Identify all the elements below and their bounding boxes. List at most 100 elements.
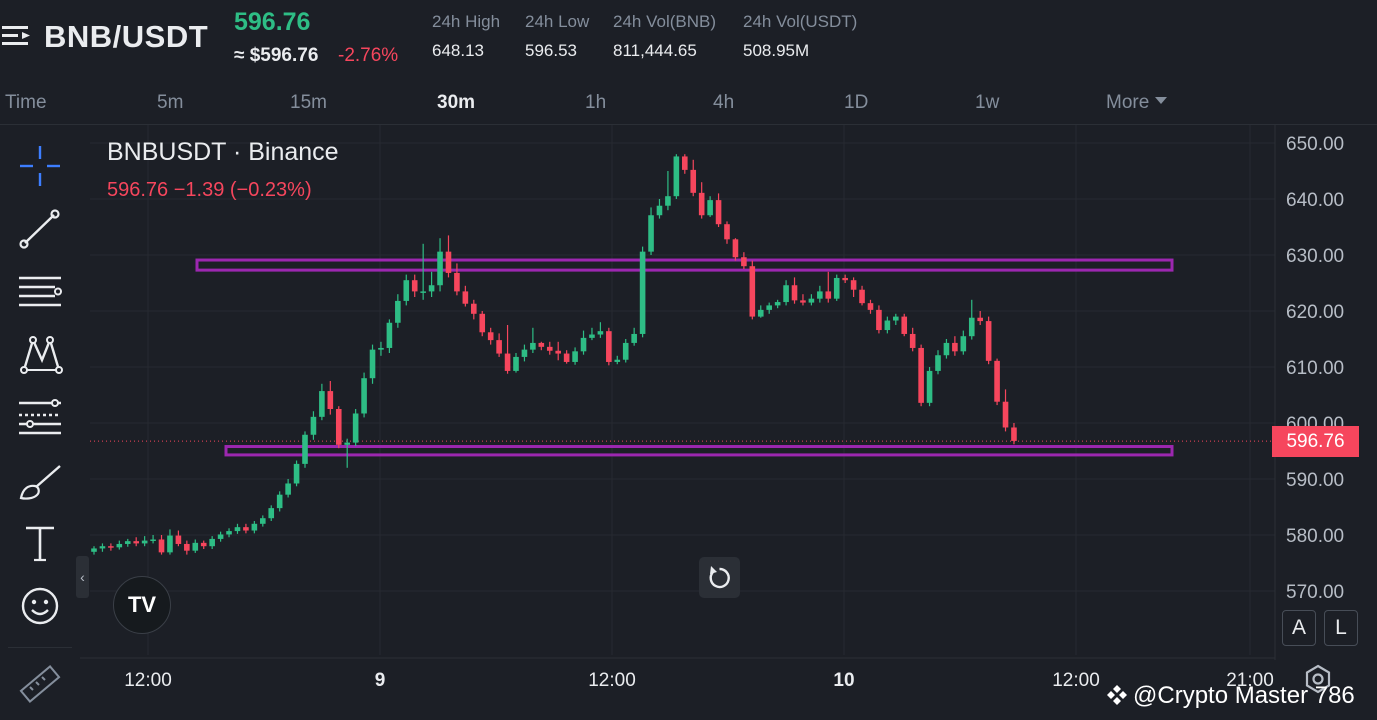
- candle-body: [935, 355, 941, 371]
- log-scale-button[interactable]: L: [1324, 610, 1358, 646]
- market-header: BNB/USDT 596.76 ≈ $596.76 -2.76% 24h Hig…: [0, 0, 1377, 84]
- time-axis-label: 12:00: [588, 670, 636, 691]
- candle-body: [724, 224, 730, 240]
- text-icon[interactable]: [15, 518, 65, 568]
- time-axis-label: 21:00: [1226, 670, 1274, 691]
- candle-body: [285, 483, 291, 495]
- emoji-icon[interactable]: [15, 581, 65, 631]
- interval-time[interactable]: Time: [5, 92, 47, 113]
- prediction-icon[interactable]: [15, 393, 65, 443]
- horizontal-lines-icon[interactable]: [15, 267, 65, 317]
- candle-body: [673, 156, 680, 197]
- candle-body: [715, 200, 722, 225]
- price-axis-label: 640.00: [1286, 190, 1344, 211]
- reset-chart-button[interactable]: [699, 557, 740, 598]
- candle-body: [496, 340, 502, 354]
- stat-label: 24h Vol(USDT): [743, 12, 858, 31]
- price-axis-label: 620.00: [1286, 302, 1344, 323]
- interval-4h[interactable]: 4h: [713, 92, 735, 113]
- candle-body: [994, 360, 1000, 402]
- menu-icon[interactable]: [0, 20, 34, 54]
- support-resistance-zone: [224, 445, 1174, 457]
- interval-30m[interactable]: 30m: [437, 92, 476, 113]
- chart-price-legend: 596.76 −1.39 (−0.23%): [107, 179, 312, 201]
- candle-body: [504, 353, 511, 371]
- stat-24h-vol-bnb: 24h Vol(BNB) 811,444.65: [613, 12, 716, 61]
- candle-body: [1002, 401, 1009, 428]
- auto-scale-button[interactable]: A: [1282, 610, 1316, 646]
- stat-24h-high: 24h High 648.13: [432, 12, 500, 61]
- candle-body: [268, 508, 275, 519]
- candle-body: [589, 334, 595, 338]
- candle-body: [251, 523, 258, 531]
- candle-body: [825, 291, 832, 299]
- interval-more[interactable]: More: [1106, 92, 1168, 114]
- candle-body: [437, 251, 443, 286]
- candle-body: [757, 309, 764, 317]
- interval-more-label: More: [1106, 92, 1150, 113]
- stat-label: 24h Vol(BNB): [613, 12, 716, 31]
- interval-5m[interactable]: 5m: [157, 92, 184, 113]
- candle-body: [344, 442, 350, 445]
- ruler-icon[interactable]: [15, 660, 65, 710]
- chevron-left-icon: ‹: [80, 569, 85, 585]
- current-price-tag: 596.76: [1272, 426, 1359, 457]
- candle-body: [395, 300, 401, 323]
- time-axis-label: 12:00: [124, 670, 172, 691]
- time-axis-label: 10: [833, 670, 854, 691]
- refresh-icon: [709, 566, 730, 589]
- candle-body: [200, 542, 207, 547]
- pair-title[interactable]: BNB/USDT: [44, 19, 209, 54]
- tradingview-logo[interactable]: TV: [113, 576, 171, 634]
- candle-body: [352, 413, 359, 443]
- candle-body: [386, 322, 393, 348]
- candle-body: [209, 538, 215, 547]
- candle-body: [428, 285, 435, 292]
- candle-body: [859, 289, 865, 304]
- candle-body: [184, 543, 190, 551]
- candle-body: [260, 518, 266, 524]
- candle-body: [766, 305, 772, 310]
- interval-1h[interactable]: 1h: [585, 92, 607, 113]
- toolbar-collapse-handle[interactable]: ‹: [76, 556, 89, 598]
- support-resistance-zone: [195, 258, 1174, 272]
- candle-body: [968, 317, 975, 337]
- candle-body: [454, 272, 460, 292]
- pattern-icon[interactable]: [15, 330, 65, 380]
- stat-label: 24h High: [432, 12, 501, 31]
- candle-body: [901, 316, 908, 334]
- brush-icon[interactable]: [15, 458, 65, 508]
- candle-body: [597, 331, 604, 335]
- trendline-icon[interactable]: [15, 205, 65, 255]
- candle-body: [226, 531, 232, 535]
- stat-value: 596.53: [525, 41, 577, 60]
- interval-1w[interactable]: 1w: [975, 92, 1000, 113]
- tradingview-logo-text: TV: [127, 592, 157, 617]
- candle-body: [217, 534, 224, 539]
- settings-icon: [1305, 664, 1331, 694]
- interval-1d[interactable]: 1D: [844, 92, 869, 113]
- candle-body: [614, 359, 621, 362]
- candle-body: [707, 200, 713, 216]
- candle-body: [487, 332, 494, 341]
- candle-body: [133, 541, 139, 544]
- price-axis-label: 630.00: [1286, 246, 1344, 267]
- crosshair-icon[interactable]: [15, 141, 65, 191]
- candle-body: [521, 349, 528, 357]
- chart-settings-button[interactable]: [1302, 663, 1334, 695]
- candle-body: [842, 277, 848, 281]
- candle-body: [99, 546, 106, 549]
- time-axis-label: 9: [375, 670, 386, 691]
- interval-15m[interactable]: 15m: [290, 92, 327, 113]
- candle-body: [141, 540, 148, 544]
- price-axis-label: 580.00: [1286, 526, 1344, 547]
- candle-body: [749, 266, 756, 317]
- candle-body: [791, 285, 798, 301]
- stat-value: 811,444.65: [613, 41, 697, 60]
- candle-body: [960, 336, 967, 352]
- candle-body: [682, 156, 688, 170]
- candle-body: [893, 316, 899, 321]
- candle-body: [150, 539, 156, 541]
- candle-body: [665, 196, 671, 206]
